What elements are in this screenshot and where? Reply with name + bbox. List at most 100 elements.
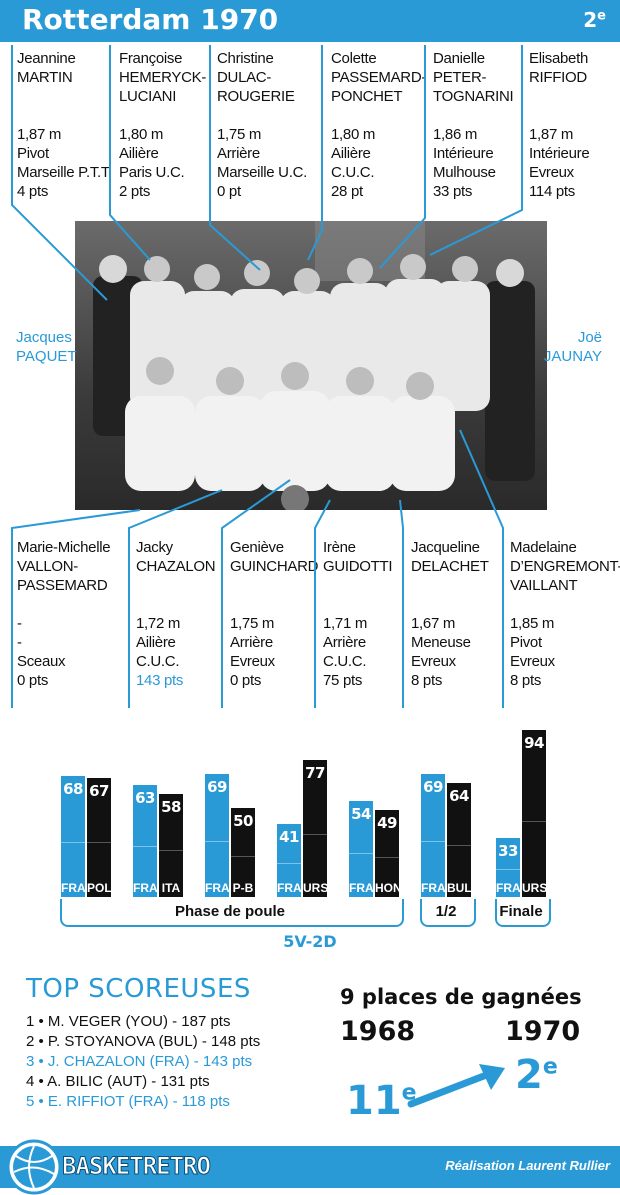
- coach-left-name: Jacques PAQUET: [16, 328, 77, 366]
- top-scorer-item: 5 • E. RIFFIOT (FRA) - 118 pts: [26, 1093, 230, 1110]
- player-last-name: RIFFIOD: [529, 69, 587, 86]
- top-scorer-item: 1 • M. VEGER (YOU) - 187 pts: [26, 1013, 231, 1030]
- player-first-name: Danielle: [433, 50, 485, 67]
- bar-team-label: FRA: [61, 881, 86, 895]
- bar-divider: [496, 869, 520, 870]
- player-height: 1,80 m: [119, 126, 164, 143]
- player-points: 114 pts: [529, 183, 575, 200]
- player-position: Intérieure: [529, 145, 590, 162]
- player-position: -: [17, 634, 22, 651]
- top-card-0: Jeannine MARTIN 1,87 m Pivot Marseille P.T.T…: [17, 49, 112, 201]
- bar-divider: [447, 845, 471, 846]
- bar-value-label: 77: [305, 764, 325, 782]
- record-label: 5V-2D: [283, 932, 337, 951]
- bar-team-label: P-B: [232, 881, 254, 895]
- group-label-1: 1/2: [435, 903, 457, 920]
- year-from: 1968: [340, 1016, 416, 1047]
- bar-team-label: URS: [522, 881, 548, 895]
- player-height: 1,86 m: [433, 126, 478, 143]
- footer-logo-text: BASKETRETRO: [62, 1152, 212, 1181]
- bar-team-label: FRA: [205, 881, 230, 895]
- player-first-name: Christine: [217, 50, 274, 67]
- bar-divider: [133, 846, 157, 847]
- footer-bar: [0, 1146, 620, 1188]
- progress-headline: 9 places de gagnées: [340, 985, 582, 1009]
- bar-value-label: 41: [279, 828, 299, 846]
- player-last-name: DULAC-: [217, 69, 272, 86]
- player-last-name: MARTIN: [17, 69, 73, 86]
- player-points: 143 pts: [136, 672, 184, 689]
- coach-left-last: PAQUET: [16, 348, 77, 365]
- year-to: 1970: [505, 1016, 581, 1047]
- bar-team-label: FRA: [277, 881, 302, 895]
- bar-team-label: HON: [375, 881, 402, 895]
- player-last-name-2: LUCIANI: [119, 88, 177, 105]
- player-points: 8 pts: [411, 672, 443, 689]
- player-club: Evreux: [230, 653, 275, 670]
- bar-divider: [87, 842, 111, 843]
- progress-arrow-icon: [407, 1064, 505, 1108]
- group-bracket-1: [420, 899, 476, 927]
- player-height: 1,85 m: [510, 615, 555, 632]
- bar-value-label: 69: [423, 778, 443, 796]
- coach-right-last: JAUNAY: [543, 348, 602, 365]
- connector-lines: [11, 45, 523, 708]
- bar-value-label: 49: [377, 814, 397, 832]
- player-height: 1,75 m: [217, 126, 262, 143]
- top-card-2: Christine DULAC- ROUGERIE 1,75 m Arrière Mars…: [217, 49, 307, 201]
- group-bracket-2: [495, 899, 551, 927]
- bar-team-label: FRA: [349, 881, 374, 895]
- top-scorer-item: 4 • A. BILIC (AUT) - 131 pts: [26, 1073, 210, 1090]
- bar-divider: [522, 821, 546, 822]
- player-points: 0 pt: [217, 183, 241, 200]
- player-points: 2 pts: [119, 183, 151, 200]
- player-position: Intérieure: [433, 145, 494, 162]
- bottom-card-2: Geniève GUINCHARD 1,75 m Arrière Evreux 0 pts: [230, 538, 318, 690]
- player-last-name: VALLON-: [17, 558, 78, 575]
- player-club: Evreux: [411, 653, 456, 670]
- player-first-name: Elisabeth: [529, 50, 589, 67]
- player-club: Marseille U.C.: [217, 164, 307, 181]
- player-height: 1,67 m: [411, 615, 456, 632]
- top-scorer-item: 2 • P. STOYANOVA (BUL) - 148 pts: [26, 1033, 261, 1050]
- bar-divider: [375, 857, 399, 858]
- rank-from: 11e: [346, 1078, 417, 1124]
- bar-opponent-4: 49 HON: [375, 810, 402, 897]
- player-first-name: Madelaine: [510, 539, 577, 556]
- bar-opponent-2: 50 P-B: [231, 808, 255, 897]
- player-last-name: PASSEMARD-: [331, 69, 427, 86]
- top-card-5: Elisabeth RIFFIOD 1,87 m Intérieure Evreux 11…: [529, 49, 590, 201]
- bar-opponent-3: 77 URS: [303, 760, 328, 897]
- bar-opponent-1: 58 ITA: [159, 794, 183, 897]
- footer-credit: Réalisation Laurent Rullier: [445, 1158, 610, 1173]
- rank-to: 2e: [515, 1052, 558, 1098]
- player-first-name: Jeannine: [17, 50, 76, 67]
- player-first-name: Jacky: [136, 539, 173, 556]
- player-last-name: GUIDOTTI: [323, 558, 393, 575]
- player-points: 4 pts: [17, 183, 49, 200]
- player-last-name: GUINCHARD: [230, 558, 319, 575]
- player-club: Mulhouse: [433, 164, 496, 181]
- bar-divider: [61, 842, 85, 843]
- player-last-name: D’ENGREMONT-: [510, 558, 620, 575]
- bar-value-label: 58: [161, 798, 181, 816]
- player-last-name: CHAZALON: [136, 558, 216, 575]
- player-club: Evreux: [529, 164, 574, 181]
- player-last-name-2: PONCHET: [331, 88, 403, 105]
- bar-fra-2: 69 FRA: [205, 774, 230, 897]
- player-first-name: Colette: [331, 50, 377, 67]
- bar-value-label: 50: [233, 812, 253, 830]
- final-rank: 2e: [583, 8, 606, 32]
- player-position: Ailière: [119, 145, 159, 162]
- player-height: 1,71 m: [323, 615, 368, 632]
- player-position: Pivot: [510, 634, 542, 651]
- player-points: 33 pts: [433, 183, 473, 200]
- player-first-name: Françoise: [119, 50, 183, 67]
- coach-right-name: Joë JAUNAY: [544, 328, 602, 366]
- bar-team-label: FRA: [496, 881, 521, 895]
- page-title: Rotterdam 1970: [22, 3, 279, 36]
- player-height: 1,72 m: [136, 615, 181, 632]
- bar-fra-6: 33 FRA: [496, 838, 521, 897]
- bar-divider: [205, 841, 229, 842]
- player-last-name-2: PASSEMARD: [17, 577, 108, 594]
